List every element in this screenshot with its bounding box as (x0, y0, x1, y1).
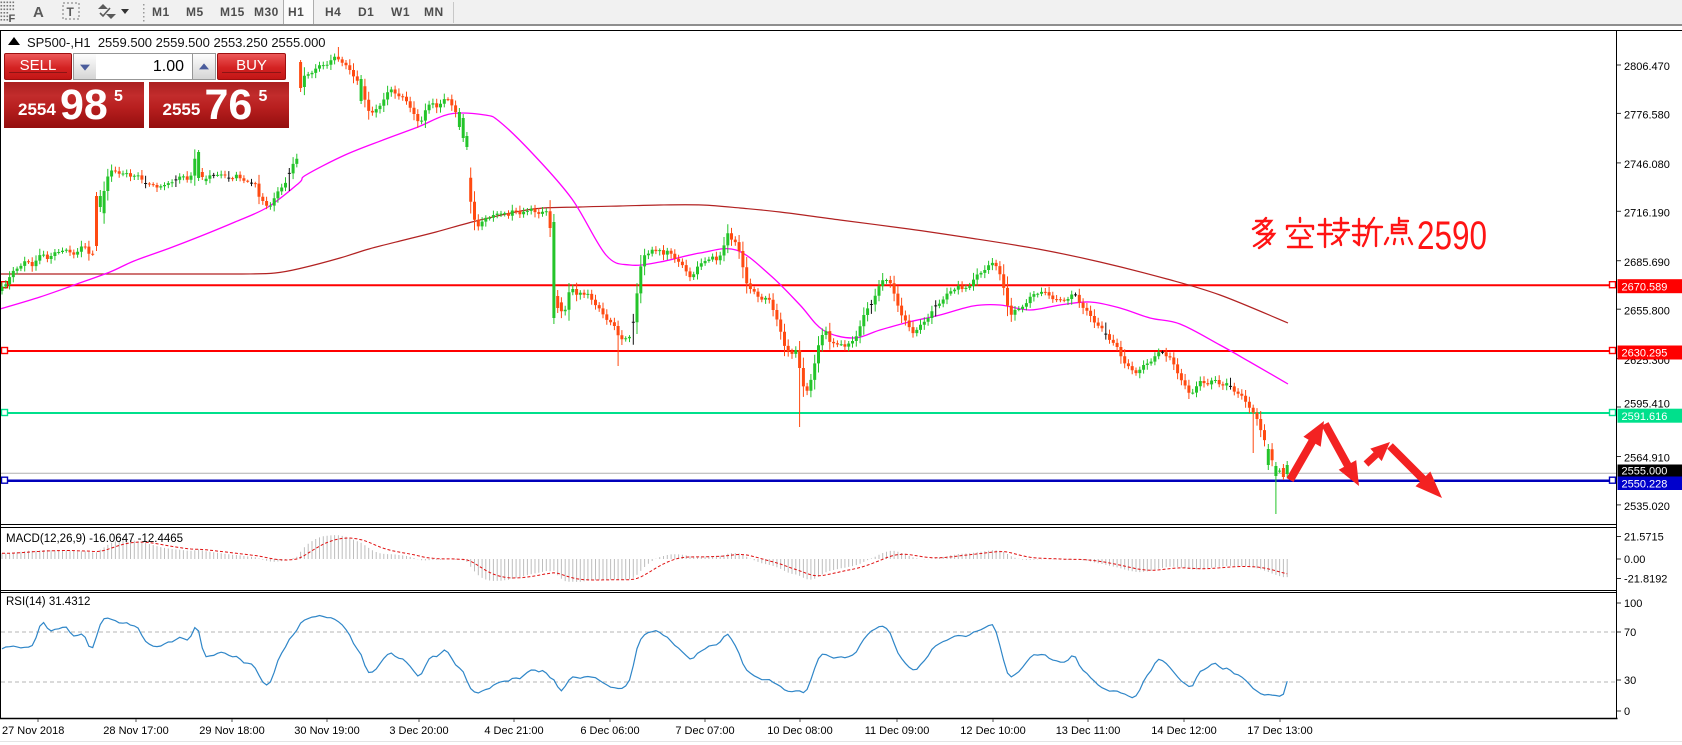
svg-text:10 Dec 08:00: 10 Dec 08:00 (767, 725, 832, 737)
svg-text:4 Dec 21:00: 4 Dec 21:00 (484, 725, 543, 737)
svg-text:6 Dec 06:00: 6 Dec 06:00 (580, 725, 639, 737)
svg-text:2555.000: 2555.000 (1622, 466, 1668, 478)
svg-text:30 Nov 19:00: 30 Nov 19:00 (294, 725, 359, 737)
svg-text:2685.690: 2685.690 (1624, 257, 1670, 269)
svg-text:SP500-,H1 2559.500 2559.500 2: SP500-,H1 2559.500 2559.500 2553.250 255… (27, 35, 326, 50)
svg-text:A: A (33, 4, 44, 21)
svg-text:7 Dec 07:00: 7 Dec 07:00 (675, 725, 734, 737)
svg-text:29 Nov 18:00: 29 Nov 18:00 (199, 725, 264, 737)
svg-text:70: 70 (1624, 627, 1636, 639)
svg-text:-21.8192: -21.8192 (1624, 574, 1667, 586)
svg-text:100: 100 (1624, 598, 1642, 610)
svg-text:11 Dec 09:00: 11 Dec 09:00 (865, 725, 930, 737)
svg-text:17 Dec 13:00: 17 Dec 13:00 (1247, 725, 1312, 737)
svg-text:30: 30 (1624, 675, 1636, 687)
svg-text:2564.910: 2564.910 (1624, 453, 1670, 465)
svg-text:2595.410: 2595.410 (1624, 398, 1670, 410)
svg-text:0.00: 0.00 (1624, 554, 1645, 566)
svg-text:2591.616: 2591.616 (1622, 411, 1668, 423)
svg-text:2670.589: 2670.589 (1622, 281, 1668, 293)
svg-text:MACD(12,26,9) -16.0647 -12.446: MACD(12,26,9) -16.0647 -12.4465 (6, 533, 183, 545)
svg-text:21.5715: 21.5715 (1624, 532, 1664, 544)
svg-text:12 Dec 10:00: 12 Dec 10:00 (960, 725, 1025, 737)
svg-text:2806.470: 2806.470 (1624, 61, 1670, 73)
svg-text:14 Dec 12:00: 14 Dec 12:00 (1151, 725, 1216, 737)
svg-text:2776.580: 2776.580 (1624, 110, 1670, 122)
svg-text:2550.228: 2550.228 (1622, 478, 1668, 490)
svg-text:2535.020: 2535.020 (1624, 501, 1670, 513)
svg-text:27 Nov 2018: 27 Nov 2018 (2, 725, 64, 737)
svg-text:2590: 2590 (1417, 214, 1487, 258)
svg-text:2746.080: 2746.080 (1624, 159, 1670, 171)
svg-text:F: F (9, 13, 16, 25)
svg-text:2716.190: 2716.190 (1624, 208, 1670, 220)
svg-text:2630.295: 2630.295 (1622, 348, 1668, 360)
svg-text:0: 0 (1624, 706, 1630, 718)
svg-text:3 Dec 20:00: 3 Dec 20:00 (389, 725, 448, 737)
svg-text:2655.800: 2655.800 (1624, 305, 1670, 317)
svg-text:RSI(14) 31.4312: RSI(14) 31.4312 (6, 596, 90, 608)
svg-text:13 Dec 11:00: 13 Dec 11:00 (1056, 725, 1121, 737)
svg-text:28 Nov 17:00: 28 Nov 17:00 (103, 725, 168, 737)
svg-text:T: T (67, 5, 75, 19)
